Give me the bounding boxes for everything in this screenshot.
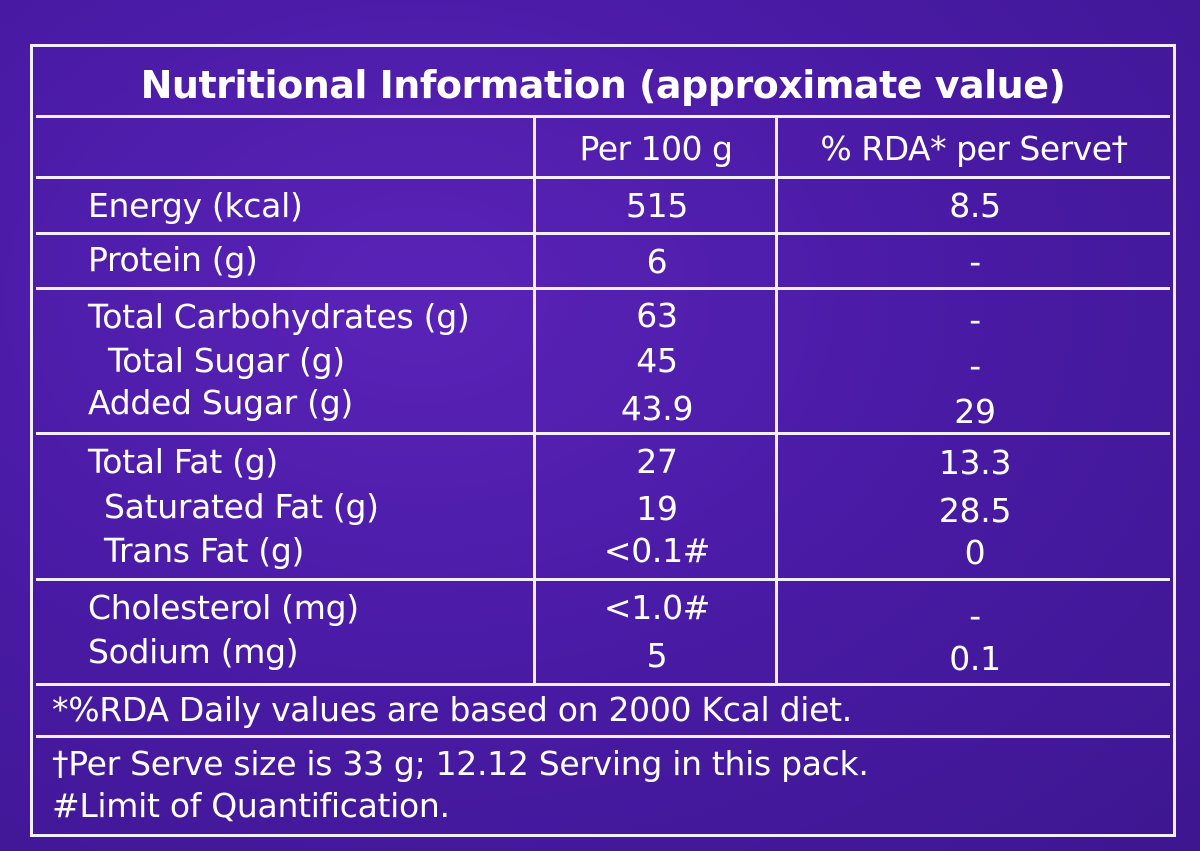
nutrient-name: Saturated Fat (g) [104, 487, 379, 526]
nutrient-rda: 29 [954, 392, 996, 431]
divider [36, 432, 1170, 435]
divider [36, 683, 1170, 686]
divider [36, 232, 1170, 235]
footnote-serve-size: †Per Serve size is 33 g; 12.12 Serving i… [52, 744, 869, 783]
nutrient-rda: 0.1 [949, 639, 1001, 678]
nutrient-rda: 0 [964, 533, 986, 572]
nutrient-per-100g: 43.9 [620, 389, 694, 428]
nutrient-name: Protein (g) [88, 240, 258, 279]
nutrient-rda: - [969, 300, 981, 339]
nutrient-rda: - [969, 596, 981, 635]
nutrient-name: Total Carbohydrates (g) [88, 297, 470, 336]
nutrient-name: Total Sugar (g) [108, 341, 345, 380]
nutrient-rda: - [969, 242, 981, 281]
footnote-limit-of-quantification: #Limit of Quantification. [52, 786, 450, 825]
nutrient-name: Sodium (mg) [88, 632, 299, 671]
divider [36, 735, 1170, 738]
nutrient-rda: - [969, 346, 981, 385]
nutrition-table-border [30, 44, 1176, 837]
column-header-per-100g: Per 100 g [579, 129, 733, 168]
nutrient-name: Energy (kcal) [88, 186, 303, 225]
divider [36, 287, 1170, 290]
nutrient-per-100g: 515 [625, 186, 689, 225]
divider [36, 115, 1170, 118]
divider [36, 578, 1170, 581]
nutrient-per-100g: 45 [636, 341, 678, 380]
nutrient-rda: 8.5 [949, 186, 1001, 225]
table-title: Nutritional Information (approximate val… [140, 63, 1066, 107]
divider [36, 176, 1170, 179]
nutrient-per-100g: 5 [646, 636, 668, 675]
nutrient-per-100g: 63 [636, 296, 678, 335]
nutrient-rda: 13.3 [938, 443, 1012, 482]
nutrient-name: Cholesterol (mg) [88, 588, 359, 627]
column-header-rda: % RDA* per Serve† [820, 129, 1128, 168]
nutrient-per-100g: <1.0# [603, 588, 711, 627]
nutrient-per-100g: 27 [636, 442, 678, 481]
nutrient-rda: 28.5 [938, 491, 1012, 530]
footnote-rda: *%RDA Daily values are based on 2000 Kca… [52, 690, 852, 729]
nutrient-per-100g: 6 [646, 242, 668, 281]
nutrient-per-100g: 19 [636, 489, 678, 528]
nutrient-name: Total Fat (g) [88, 442, 278, 481]
nutrient-name: Trans Fat (g) [104, 531, 305, 570]
column-divider [775, 118, 778, 683]
column-divider [533, 118, 536, 683]
nutrient-per-100g: <0.1# [603, 531, 711, 570]
nutrient-name: Added Sugar (g) [88, 383, 353, 422]
